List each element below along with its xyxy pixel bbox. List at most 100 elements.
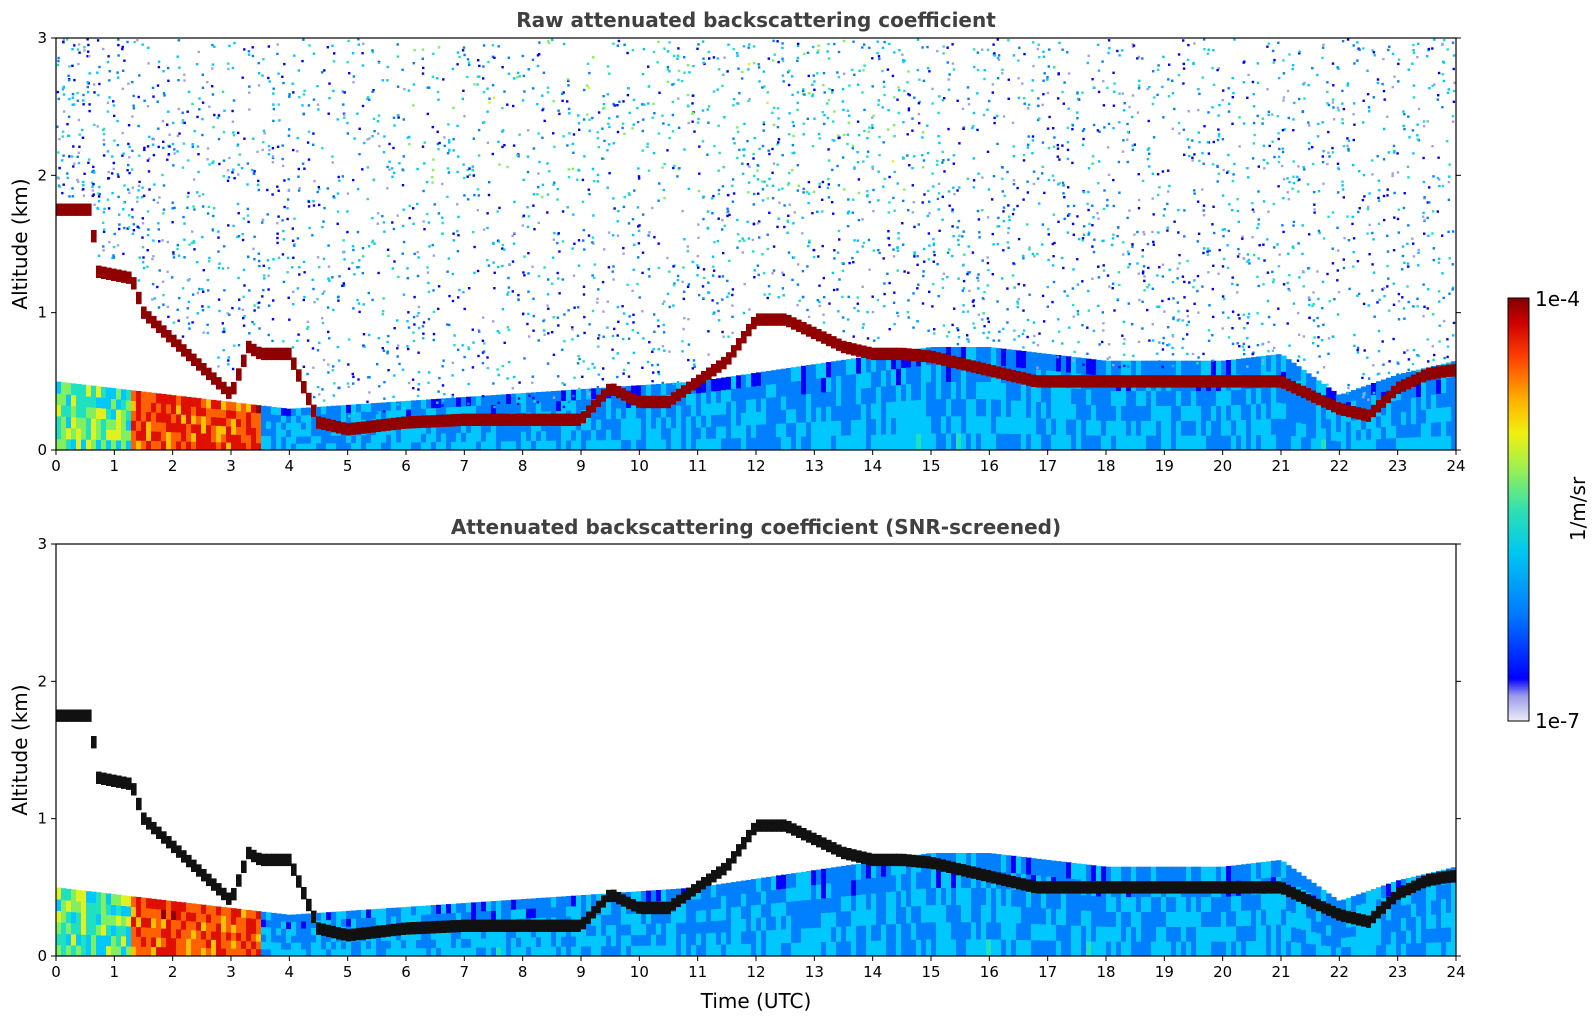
backscatter-cell <box>1151 360 1157 377</box>
backscatter-cell <box>436 398 442 408</box>
cloud-layer-cell <box>296 369 302 382</box>
noise-pixel <box>168 145 171 148</box>
noise-pixel <box>206 81 209 84</box>
noise-pixel <box>211 43 214 47</box>
backscatter-cell <box>891 417 897 435</box>
backscatter-cell <box>1186 405 1192 421</box>
backscatter-cell <box>471 432 477 442</box>
noise-pixel <box>1163 310 1166 313</box>
cloud-layer-cell <box>386 418 392 431</box>
noise-pixel <box>1081 280 1084 283</box>
noise-pixel <box>533 228 536 231</box>
noise-pixel <box>1051 339 1055 343</box>
noise-pixel <box>141 261 145 264</box>
noise-pixel <box>712 265 715 268</box>
backscatter-cell <box>791 422 797 437</box>
noise-pixel <box>871 295 874 298</box>
noise-pixel <box>172 253 175 256</box>
noise-pixel <box>196 191 199 194</box>
noise-pixel <box>476 209 479 212</box>
noise-pixel <box>473 83 476 86</box>
noise-pixel <box>1158 305 1161 308</box>
backscatter-cell <box>291 408 297 416</box>
backscatter-cell <box>111 419 117 430</box>
cloud-layer-cell <box>496 413 502 426</box>
backscatter-cell <box>146 401 152 413</box>
noise-pixel <box>993 116 996 120</box>
noise-pixel <box>928 290 931 293</box>
noise-pixel <box>321 388 324 391</box>
noise-pixel <box>691 120 694 123</box>
noise-pixel <box>368 391 371 394</box>
noise-pixel <box>938 141 941 145</box>
noise-pixel <box>291 82 294 85</box>
noise-pixel <box>212 160 215 163</box>
noise-pixel <box>541 94 544 97</box>
noise-pixel <box>178 296 181 300</box>
noise-pixel <box>622 337 625 341</box>
backscatter-cell <box>256 420 262 429</box>
noise-pixel <box>282 238 286 241</box>
noise-pixel <box>58 166 61 170</box>
backscatter-cell <box>991 381 997 400</box>
noise-pixel <box>977 273 980 276</box>
backscatter-cell <box>1011 433 1017 450</box>
noise-pixel <box>422 332 425 335</box>
noise-pixel <box>1222 89 1225 92</box>
noise-pixel <box>1147 283 1151 286</box>
noise-pixel <box>1127 130 1130 134</box>
backscatter-cell <box>216 400 222 410</box>
backscatter-cell <box>356 434 362 443</box>
cloud-layer-cell <box>251 343 257 357</box>
noise-pixel <box>542 107 545 111</box>
noise-pixel <box>116 119 119 123</box>
backscatter-cell <box>976 415 982 434</box>
noise-pixel <box>1178 132 1181 135</box>
backscatter-cell <box>191 423 197 434</box>
cloud-layer-cell <box>276 347 282 361</box>
backscatter-cell <box>461 397 467 407</box>
backscatter-cell <box>61 438 67 450</box>
cloud-layer-cell <box>926 350 932 363</box>
noise-pixel <box>602 102 606 106</box>
noise-pixel <box>261 74 264 77</box>
noise-pixel <box>257 306 260 309</box>
backscatter-cell <box>421 408 427 418</box>
noise-pixel <box>622 372 625 375</box>
noise-pixel <box>947 88 951 91</box>
noise-pixel <box>507 328 511 332</box>
backscatter-cell <box>221 425 227 435</box>
noise-pixel <box>511 387 514 390</box>
noise-pixel <box>1152 240 1155 244</box>
backscatter-cell <box>251 419 257 428</box>
noise-pixel <box>97 192 100 195</box>
backscatter-cell <box>276 428 282 437</box>
noise-pixel <box>217 114 221 117</box>
backscatter-cell <box>1146 405 1152 421</box>
noise-pixel <box>126 227 129 230</box>
noise-pixel <box>271 318 275 321</box>
backscatter-cell <box>401 425 407 435</box>
noise-pixel <box>821 110 824 114</box>
noise-pixel <box>647 85 651 88</box>
noise-pixel <box>651 350 654 353</box>
noise-pixel <box>436 401 439 404</box>
noise-pixel <box>282 81 285 85</box>
cloud-layer-cell <box>586 405 592 418</box>
noise-pixel <box>1141 272 1145 275</box>
noise-pixel <box>907 299 910 302</box>
cloud-layer-cell <box>256 346 262 360</box>
backscatter-cell <box>186 423 192 433</box>
cloud-layer-cell <box>656 395 662 409</box>
backscatter-cell <box>81 417 87 429</box>
noise-pixel <box>512 104 515 108</box>
backscatter-cell <box>391 442 397 450</box>
backscatter-cell <box>161 403 167 414</box>
noise-pixel <box>982 312 985 315</box>
noise-pixel <box>672 304 675 307</box>
noise-pixel <box>138 256 141 259</box>
noise-pixel <box>942 159 945 162</box>
noise-pixel <box>898 89 901 92</box>
cloud-layer-cell <box>966 359 972 372</box>
noise-pixel <box>457 234 460 237</box>
